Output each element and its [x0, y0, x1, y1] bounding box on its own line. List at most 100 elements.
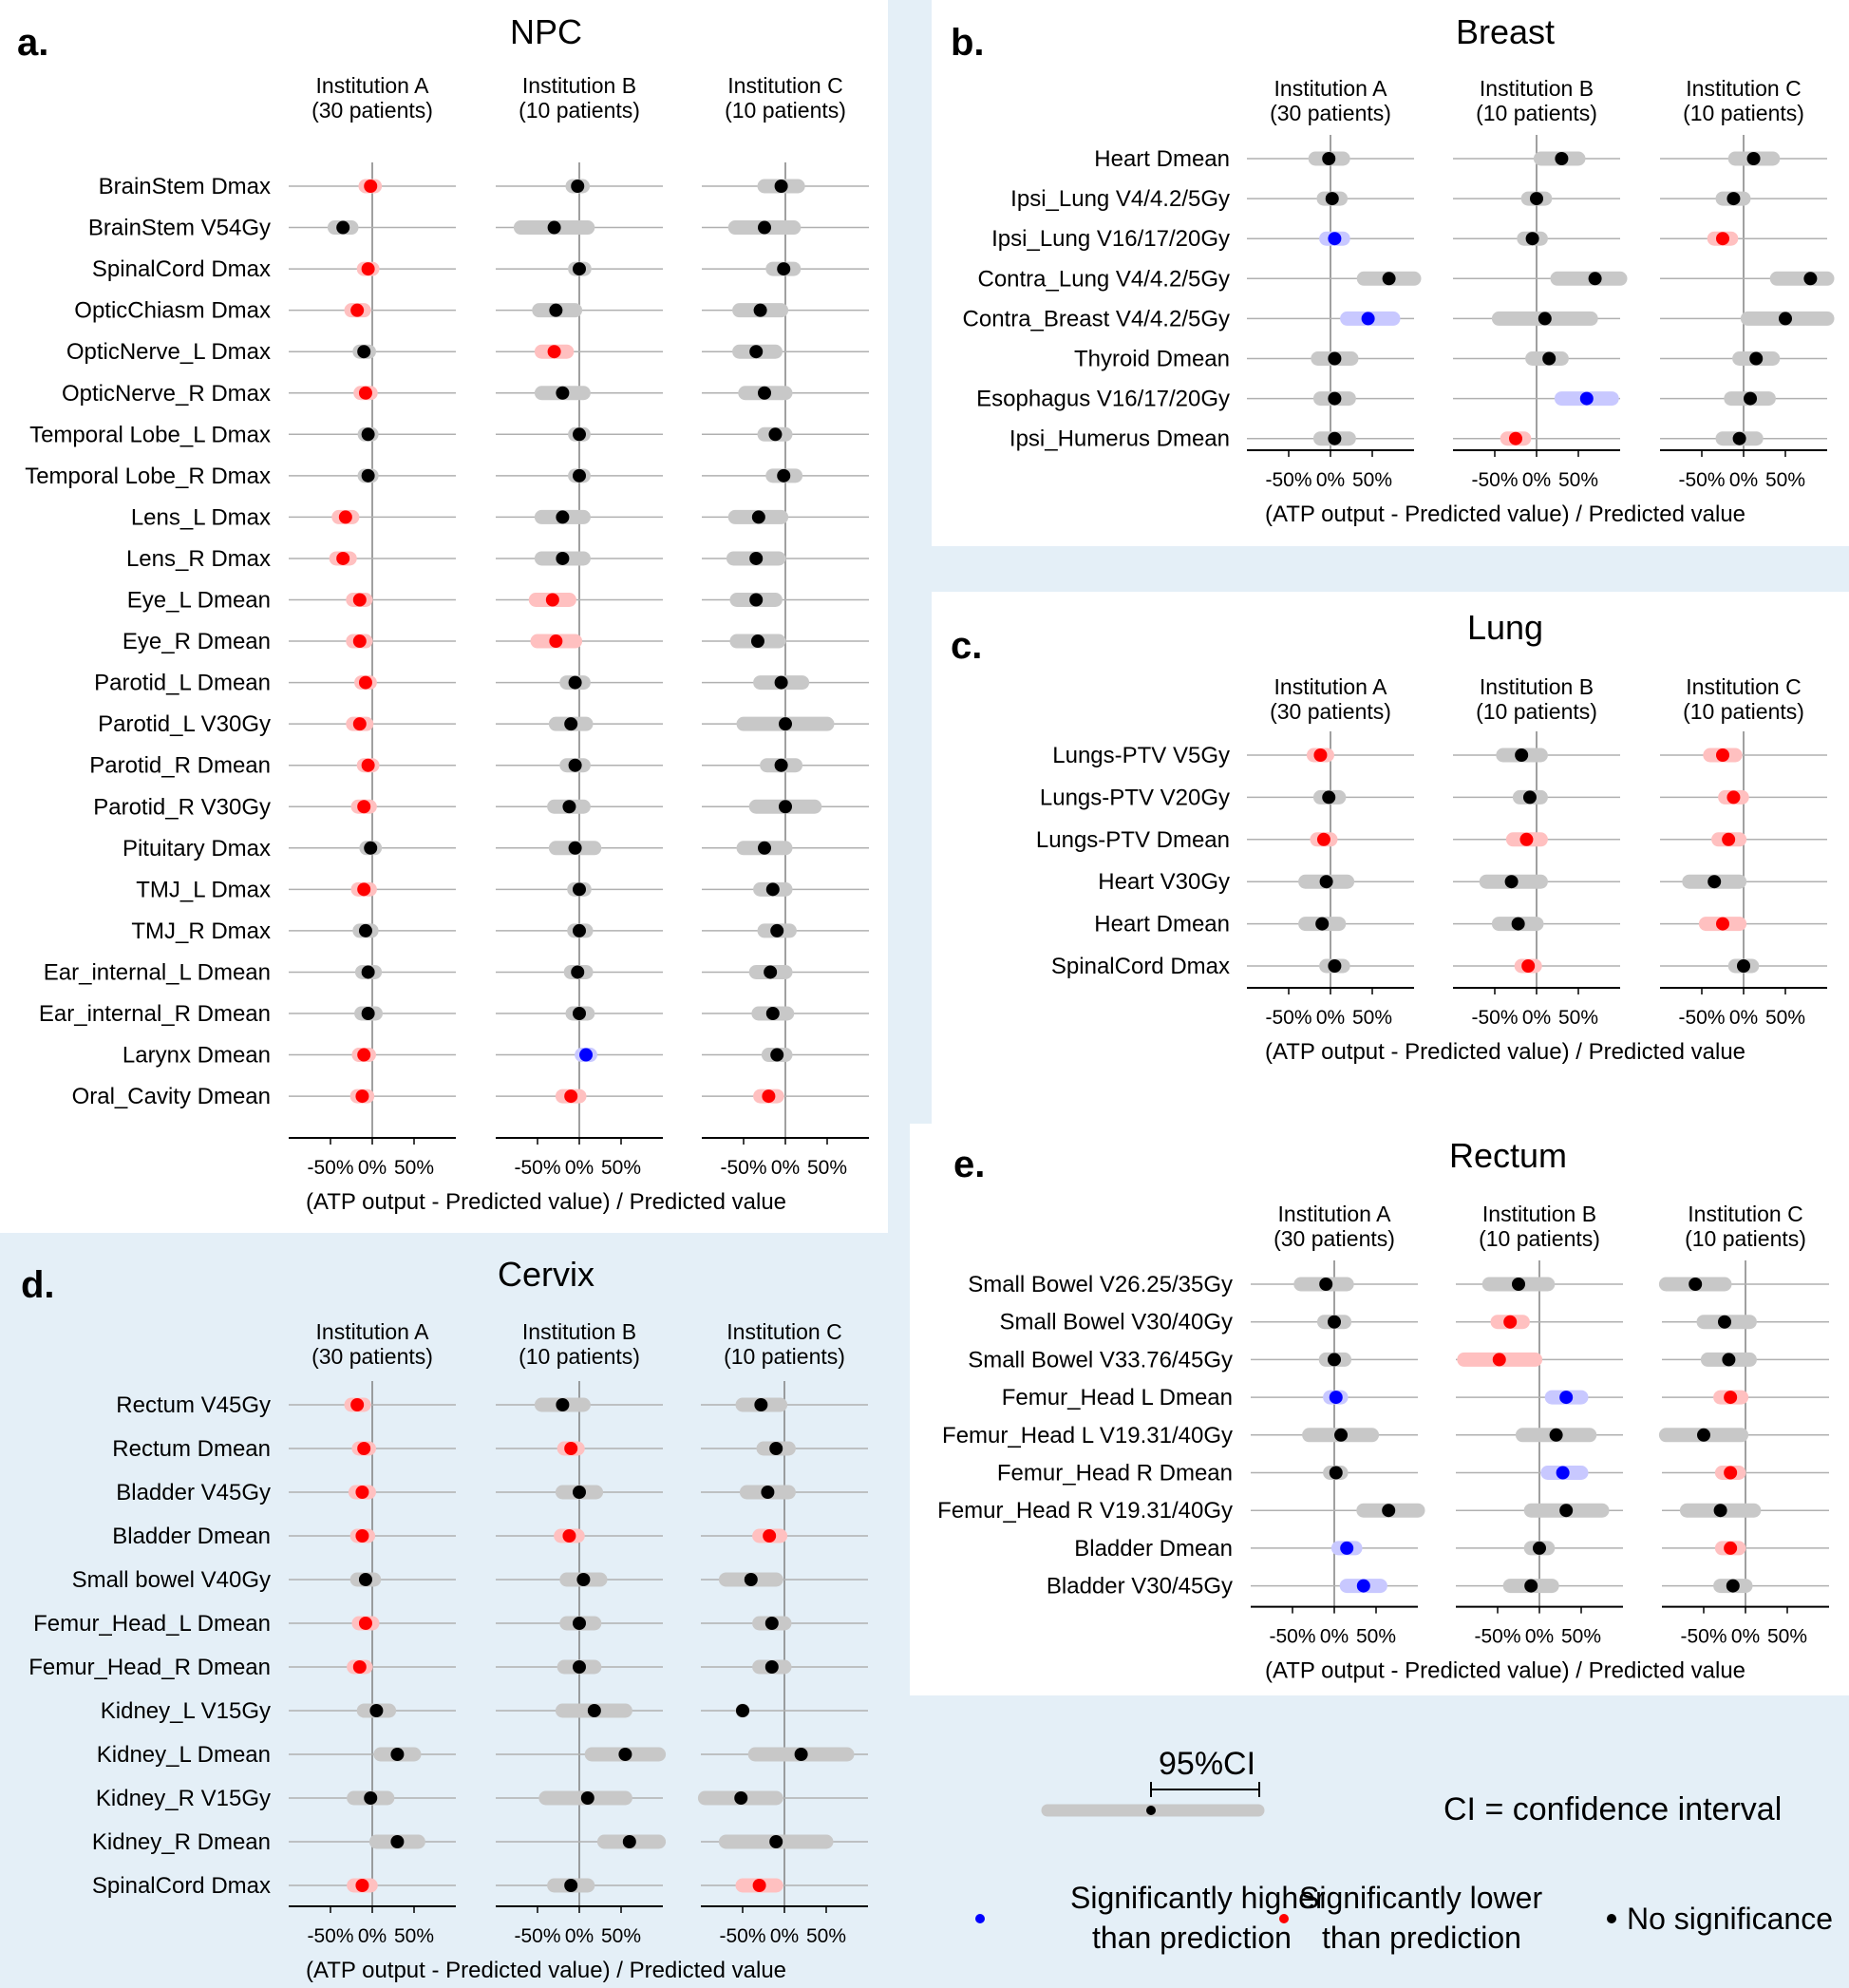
legend-higher-dot	[975, 1914, 985, 1923]
x-tick-label: 50%	[807, 1157, 847, 1179]
data-point	[573, 1486, 586, 1499]
institution-name: Institution B	[522, 1319, 636, 1344]
institution-name: Institution B	[1480, 674, 1594, 699]
data-point	[358, 923, 372, 937]
x-tick-label: 50%	[1765, 469, 1805, 491]
data-point	[358, 386, 372, 400]
panel-rectum: e. Rectum Small Bowel V26.25/35Gy Small Bow…	[910, 1124, 1849, 1695]
data-point	[357, 882, 371, 897]
data-point	[352, 717, 367, 731]
x-tick-label: 0%	[771, 1157, 800, 1179]
institution-name: Institution B	[522, 73, 636, 98]
data-point	[547, 220, 561, 235]
data-point	[764, 1660, 779, 1674]
x-tick-label: 50%	[1352, 469, 1392, 491]
data-point	[571, 965, 585, 979]
x-tick-label: -50%	[1474, 1626, 1520, 1648]
data-point	[336, 551, 350, 565]
data-point	[580, 1791, 594, 1805]
institution-patients: (10 patients)	[1476, 699, 1597, 724]
x-tick-label: 50%	[601, 1157, 641, 1179]
row-label: TMJ_R Dmax	[131, 918, 271, 944]
data-point	[1522, 790, 1537, 805]
data-point	[1716, 232, 1729, 246]
data-point	[350, 1398, 365, 1411]
x-tick-label: 0%	[1522, 469, 1551, 491]
data-point	[1328, 1315, 1341, 1329]
row-label: Kidney_L Dmean	[97, 1742, 271, 1768]
x-tick-label: 50%	[394, 1157, 434, 1179]
row-label: Parotid_R V30Gy	[93, 794, 271, 820]
institution-patients: (10 patients)	[1683, 101, 1804, 125]
data-point	[352, 634, 367, 649]
data-point	[1329, 1391, 1343, 1405]
data-point	[1559, 1391, 1574, 1405]
x-tick-label: 50%	[806, 1925, 846, 1947]
data-point	[573, 468, 586, 483]
data-point	[1716, 748, 1729, 762]
data-point	[338, 510, 352, 524]
data-point	[358, 1573, 372, 1586]
data-point	[736, 1704, 749, 1717]
data-point	[774, 180, 788, 193]
data-point	[764, 1617, 779, 1630]
data-point	[545, 593, 559, 607]
data-point	[734, 1791, 748, 1805]
data-point	[758, 386, 771, 400]
row-label: Lungs-PTV V20Gy	[1040, 785, 1230, 810]
legend-lower-line1: Significantly lower	[1299, 1881, 1542, 1915]
data-point	[556, 510, 570, 524]
data-point	[361, 758, 375, 772]
institution-patients: (30 patients)	[311, 98, 433, 123]
x-tick-label: -50%	[1471, 1007, 1518, 1029]
institution-patients: (10 patients)	[1683, 699, 1804, 724]
institution-name: Institution A	[316, 1319, 430, 1344]
row-label: Ear_internal_R Dmean	[39, 1001, 271, 1027]
row-label: Rectum V45Gy	[116, 1392, 271, 1418]
data-point	[1718, 1315, 1731, 1329]
data-point	[358, 1617, 372, 1630]
legend-higher-line1: Significantly higher	[1070, 1881, 1326, 1915]
institution-patients: (10 patients)	[519, 98, 640, 123]
x-tick-label: 0%	[1316, 1007, 1345, 1029]
row-label: Oral_Cavity Dmean	[72, 1084, 271, 1109]
institution-name: Institution A	[316, 73, 430, 98]
row-label: SpinalCord Dmax	[92, 256, 271, 282]
data-point	[556, 1398, 570, 1411]
data-point	[1521, 959, 1536, 973]
row-label: Temporal Lobe_R Dmax	[25, 464, 271, 489]
row-label: Lens_L Dmax	[131, 504, 271, 530]
chart-svg-0: a. NPC BrainStem Dmax BrainStem V54Gy Spinal…	[17, 12, 869, 1215]
x-tick-label: 50%	[601, 1925, 641, 1947]
data-point	[1515, 748, 1529, 762]
legend-higher-line2: than prediction	[1092, 1921, 1292, 1955]
data-point	[751, 510, 765, 524]
institution-name: Institution B	[1482, 1202, 1596, 1226]
data-point	[1689, 1278, 1703, 1291]
row-label: Parotid_L Dmean	[94, 671, 271, 696]
data-point	[361, 262, 375, 276]
data-point	[573, 427, 586, 442]
data-point	[1726, 1579, 1740, 1593]
data-point	[1328, 351, 1342, 366]
data-point	[357, 1442, 371, 1455]
data-point	[390, 1835, 405, 1848]
panel-letter: c.	[951, 625, 982, 667]
row-label: Bladder Dmean	[112, 1524, 271, 1549]
data-point	[564, 1442, 578, 1455]
row-label: Bladder Dmean	[1074, 1536, 1233, 1562]
data-point	[562, 800, 576, 814]
row-label: Femur_Head L Dmean	[1002, 1385, 1233, 1411]
x-tick-label: -50%	[1265, 1007, 1311, 1029]
row-label: Small Bowel V30/40Gy	[1000, 1310, 1233, 1335]
data-point	[1726, 192, 1741, 206]
data-point	[1749, 351, 1764, 366]
data-point	[556, 386, 570, 400]
data-point	[576, 1573, 591, 1586]
data-point	[1322, 790, 1336, 805]
x-tick-label: 50%	[1558, 469, 1598, 491]
data-point	[1555, 152, 1569, 165]
institution-patients: (10 patients)	[1479, 1226, 1600, 1251]
row-label: BrainStem V54Gy	[88, 216, 271, 241]
data-point	[355, 1529, 369, 1543]
